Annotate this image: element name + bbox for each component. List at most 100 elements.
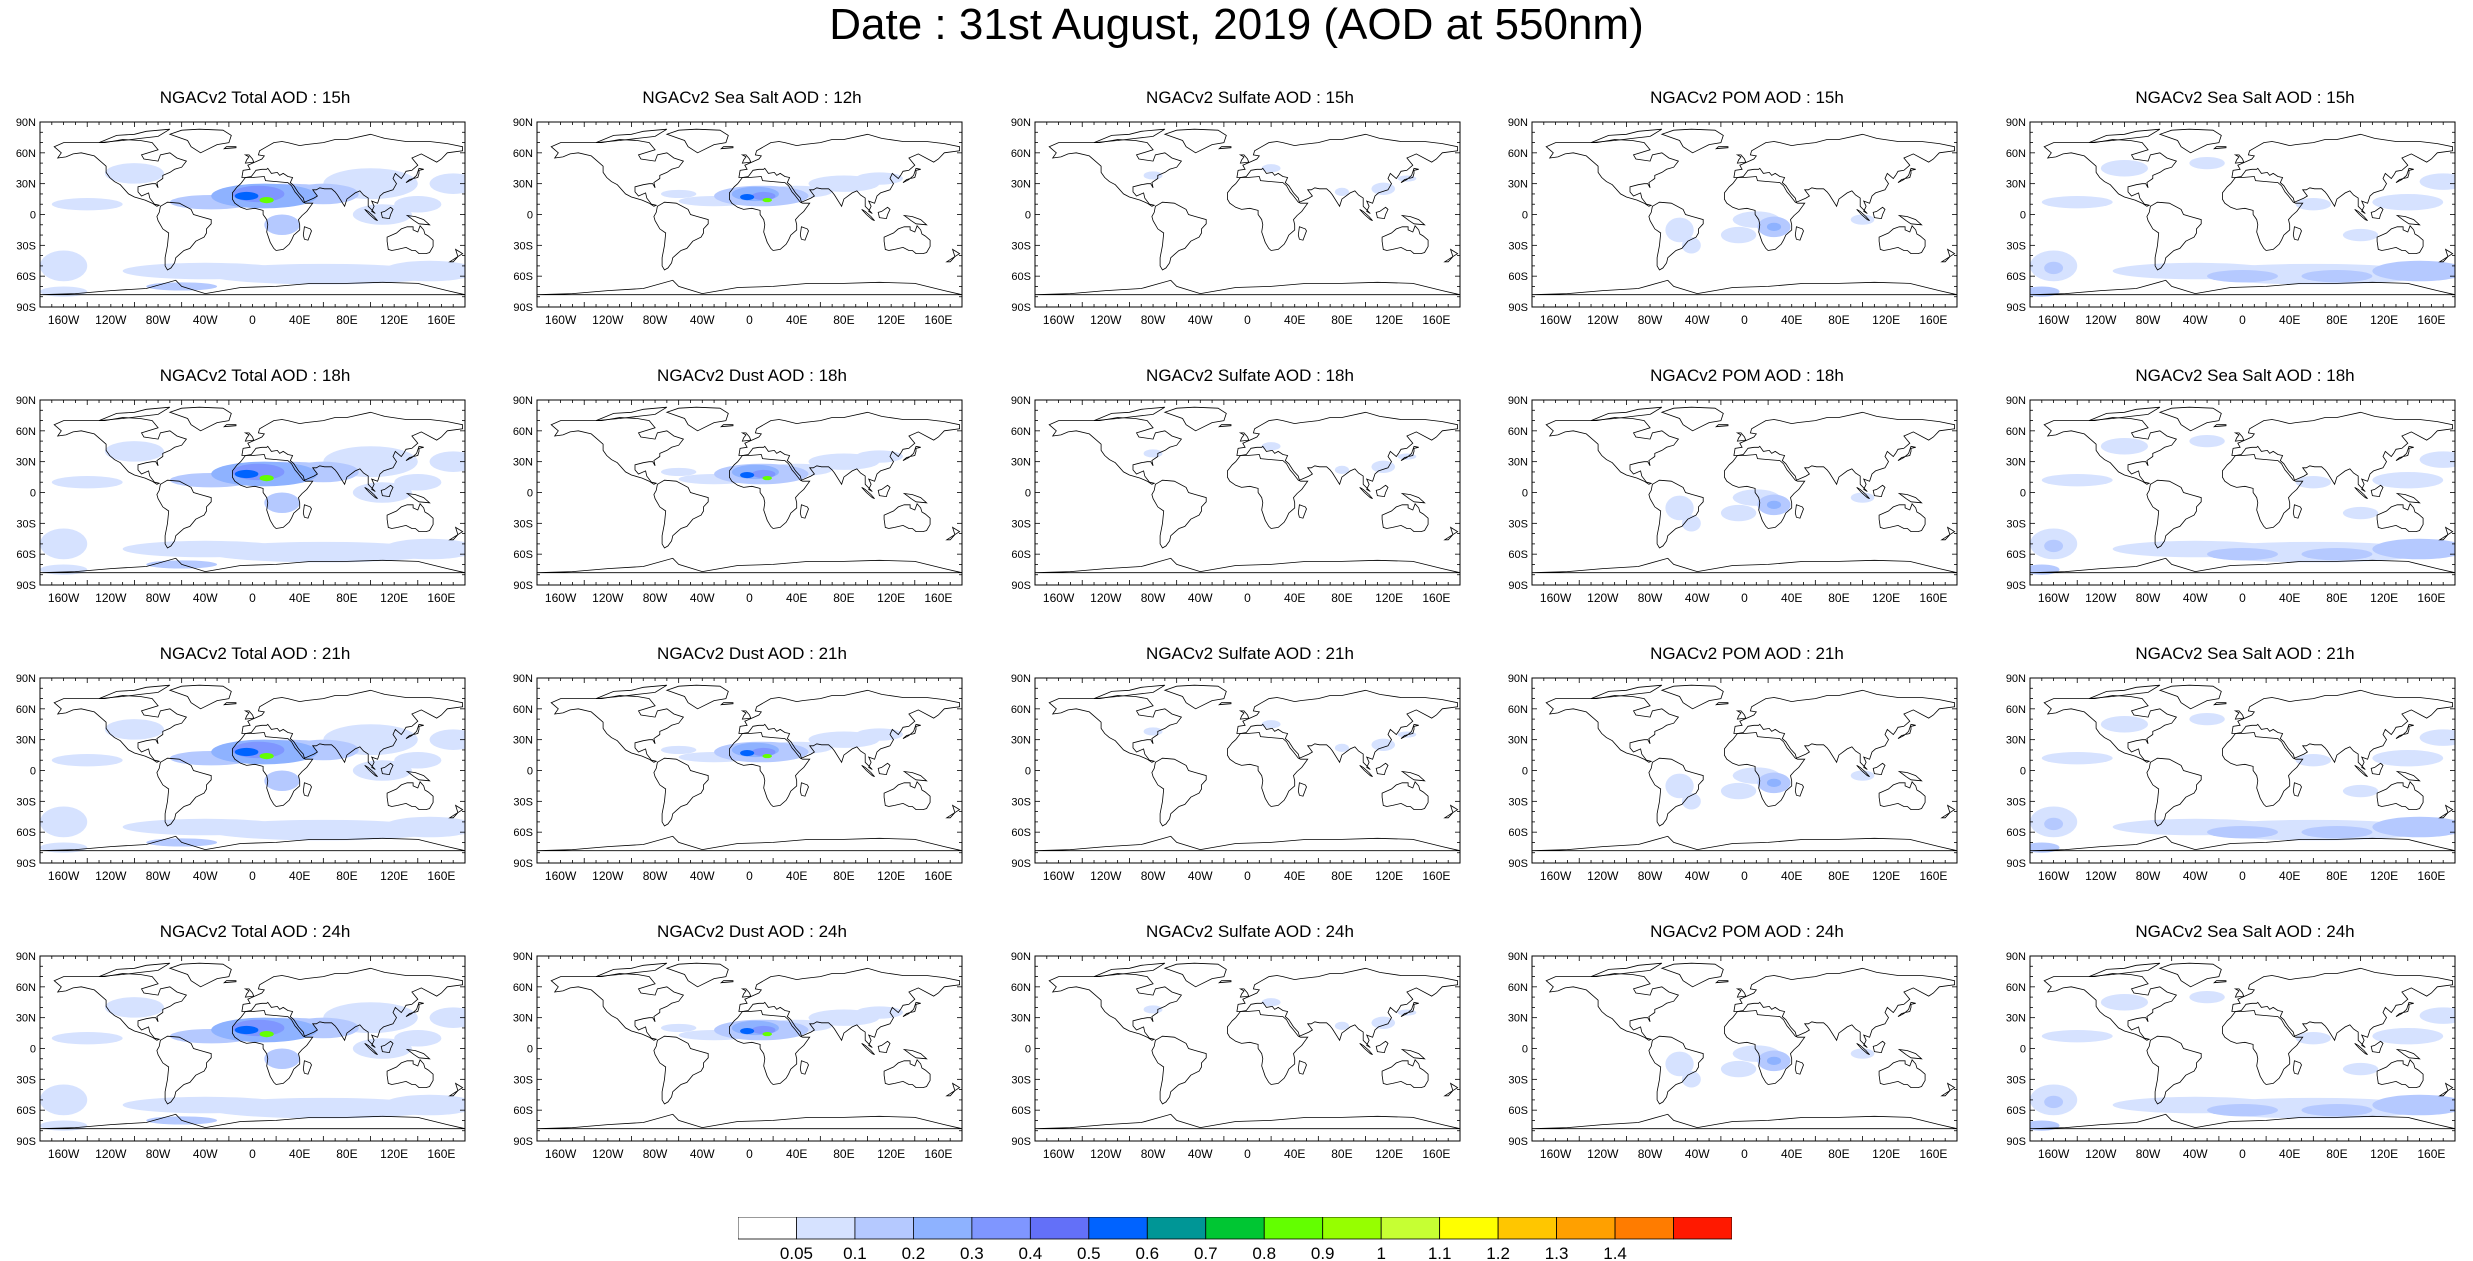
coastline: [1048, 973, 1183, 1041]
aod-field: [1766, 222, 1782, 231]
lon-tick-label: 80E: [1828, 591, 1849, 605]
coastline: [2158, 962, 2222, 988]
coastline: [729, 1010, 811, 1085]
coastline: [2395, 167, 2414, 183]
coastline: [2231, 411, 2453, 492]
coastline: [2231, 689, 2453, 770]
lat-tick-label: 30N: [16, 1013, 36, 1025]
lat-tick-label: 60N: [2006, 704, 2026, 716]
aod-field: [1766, 500, 1782, 509]
lat-tick-label: 0: [30, 766, 36, 778]
coastline: [1735, 710, 1747, 720]
aod-field: [51, 476, 123, 489]
aod-field: [2372, 1094, 2455, 1116]
aod-field: [1766, 1056, 1782, 1065]
lon-tick-label: 40E: [786, 869, 807, 883]
aod-field: [1681, 793, 1701, 810]
lon-tick-label: 40W: [690, 313, 715, 327]
lat-tick-label: 30S: [513, 518, 533, 530]
coastline: [2088, 406, 2161, 421]
coastline: [405, 445, 424, 461]
coastline: [1297, 226, 1307, 241]
coastline: [1878, 1059, 1926, 1088]
lat-tick-label: 0: [30, 1044, 36, 1056]
lon-tick-label: 160E: [2417, 313, 2445, 327]
lon-tick-label: 160W: [48, 591, 80, 605]
aod-field: [104, 719, 164, 740]
coastline: [405, 167, 424, 183]
lon-tick-label: 160W: [2038, 313, 2070, 327]
coastline: [2043, 139, 2178, 207]
aod-field: [1261, 720, 1281, 729]
aod-field: [2189, 990, 2225, 1004]
panel-title: NGACv2 Sulfate AOD : 18h: [1146, 366, 1354, 385]
aod-field: [2041, 1030, 2113, 1043]
lon-tick-label: 80W: [2136, 313, 2161, 327]
coastline: [1724, 1010, 1806, 1085]
lat-tick-label: 90N: [513, 395, 533, 407]
lon-tick-label: 160E: [1919, 869, 1947, 883]
lon-tick-label: 120E: [380, 591, 408, 605]
lon-tick-label: 160E: [1919, 591, 1947, 605]
map-frame: [536, 399, 963, 586]
coastline: [241, 411, 463, 492]
lon-tick-label: 120W: [1587, 313, 1619, 327]
lat-tick-label: 60S: [1011, 827, 1031, 839]
lon-tick-label: 40E: [1781, 1147, 1802, 1161]
coastline: [945, 526, 961, 541]
lon-tick-label: 0: [746, 869, 753, 883]
lon-tick-label: 80W: [1638, 1147, 1663, 1161]
coastline: [1359, 1043, 1373, 1056]
map-panel: NGACv2 Sulfate AOD : 24h 90N 60N 30N 0 30S 60S…: [995, 922, 1465, 1172]
lon-tick-label: 80E: [833, 313, 854, 327]
aod-field: [234, 469, 259, 479]
lon-tick-label: 120W: [1587, 591, 1619, 605]
coastline: [883, 1059, 931, 1088]
lon-tick-label: 120W: [592, 869, 624, 883]
coastline: [595, 962, 668, 977]
aod-field: [2372, 749, 2444, 767]
lat-tick-label: 90N: [16, 117, 36, 129]
world-map: 90N 60N 30N 0 30S 60S 90S 160W 120W 80W 40W 0 40E 80E…: [1508, 951, 1958, 1161]
coastline: [1940, 804, 1956, 819]
coastline: [1400, 445, 1419, 461]
lat-tick-label: 60S: [513, 549, 533, 561]
map-panel: NGACv2 POM AOD : 21h 90N 60N 30N 0 30S 60S 90S 1…: [1492, 644, 1962, 894]
lat-tick-label: 0: [30, 488, 36, 500]
coastline: [1035, 557, 1460, 574]
lat-tick-label: 90N: [513, 951, 533, 963]
lon-tick-label: 40E: [1781, 313, 1802, 327]
coastline: [1590, 962, 1663, 977]
lon-tick-label: 0: [249, 1147, 256, 1161]
lon-tick-label: 40W: [193, 591, 218, 605]
world-map: 90N 60N 30N 0 30S 60S 90S 160W 120W 80W 40W 0 40E 80E…: [2006, 951, 2456, 1161]
coastline: [595, 128, 668, 143]
lon-tick-label: 120E: [380, 1147, 408, 1161]
coastline: [98, 406, 171, 421]
lat-tick-label: 60N: [1011, 982, 1031, 994]
coastline: [861, 765, 875, 778]
aod-field: [1665, 217, 1694, 243]
lat-tick-label: 90S: [2006, 302, 2026, 314]
aod-field: [660, 1023, 697, 1033]
lon-tick-label: 0: [746, 1147, 753, 1161]
lon-tick-label: 120E: [877, 869, 905, 883]
map-frame: [536, 677, 963, 864]
coastline: [168, 406, 232, 432]
coastline: [740, 988, 752, 998]
coastline: [799, 504, 809, 519]
lon-tick-label: 80W: [1638, 869, 1663, 883]
aod-field: [429, 1007, 465, 1028]
coastline: [1648, 757, 1704, 827]
coastline: [1590, 684, 1663, 699]
coastline: [1794, 226, 1804, 241]
coastline: [550, 695, 685, 763]
coastline: [1878, 503, 1926, 532]
coastline: [302, 226, 312, 241]
coastline: [1163, 406, 1227, 432]
coastline: [1940, 1082, 1956, 1097]
lon-tick-label: 80E: [1331, 313, 1352, 327]
aod-field: [740, 749, 755, 757]
coastline: [1856, 209, 1870, 222]
world-map: 90N 60N 30N 0 30S 60S 90S 160W 120W 80W 40W 0 40E 80E…: [1011, 117, 1461, 327]
